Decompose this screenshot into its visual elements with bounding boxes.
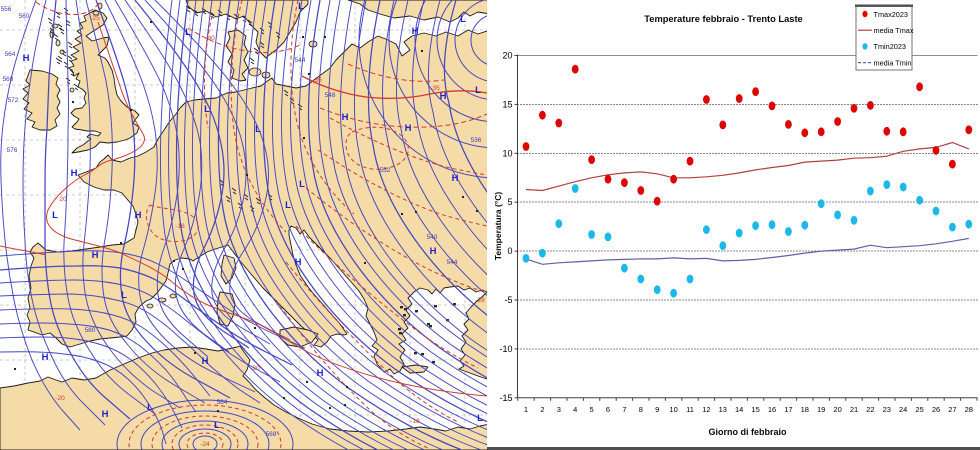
svg-text:14: 14 — [735, 405, 743, 414]
svg-text:L: L — [121, 290, 127, 301]
svg-text:-20: -20 — [55, 395, 65, 402]
svg-text:0: 0 — [507, 246, 512, 256]
svg-text:L: L — [52, 210, 58, 221]
svg-text:H: H — [440, 91, 447, 102]
svg-text:H: H — [202, 356, 209, 367]
svg-text:H: H — [295, 257, 302, 268]
svg-text:L: L — [255, 124, 261, 135]
svg-text:H: H — [342, 112, 349, 123]
svg-text:-25: -25 — [90, 15, 100, 22]
svg-text:28: 28 — [965, 405, 973, 414]
svg-text:Temperature febbraio - Trento: Temperature febbraio - Trento Laste — [644, 14, 802, 24]
svg-text:L: L — [147, 402, 153, 413]
svg-text:11: 11 — [686, 405, 694, 414]
svg-text:27: 27 — [948, 405, 956, 414]
svg-text:L: L — [298, 1, 304, 12]
svg-text:13: 13 — [719, 405, 727, 414]
svg-text:20: 20 — [59, 196, 67, 203]
svg-text:L: L — [285, 200, 291, 211]
svg-text:L: L — [475, 85, 481, 96]
svg-text:540: 540 — [427, 234, 438, 241]
svg-text:H: H — [405, 123, 412, 134]
svg-text:H: H — [23, 53, 30, 64]
svg-text:Tmax2023: Tmax2023 — [874, 10, 908, 19]
svg-text:-35: -35 — [312, 77, 322, 84]
svg-text:19: 19 — [817, 405, 825, 414]
svg-text:564: 564 — [5, 51, 16, 58]
svg-text:H: H — [42, 352, 49, 363]
svg-text:5: 5 — [507, 197, 512, 207]
svg-text:1: 1 — [524, 405, 528, 414]
svg-text:26: 26 — [932, 405, 940, 414]
svg-text:Giorno di febbraio: Giorno di febbraio — [709, 427, 788, 437]
svg-text:6: 6 — [606, 405, 610, 414]
svg-text:22: 22 — [866, 405, 874, 414]
svg-text:556: 556 — [1, 6, 12, 13]
svg-text:16: 16 — [768, 405, 776, 414]
svg-text:25: 25 — [915, 405, 923, 414]
svg-text:576: 576 — [7, 147, 18, 154]
svg-text:21: 21 — [850, 405, 858, 414]
svg-text:-28: -28 — [475, 297, 485, 304]
svg-text:L: L — [460, 14, 466, 25]
svg-text:580: 580 — [85, 327, 96, 334]
svg-text:L: L — [185, 27, 191, 38]
svg-text:23: 23 — [883, 405, 891, 414]
svg-text:H: H — [71, 168, 78, 179]
svg-text:H: H — [317, 368, 324, 379]
svg-text:20: 20 — [502, 51, 512, 61]
svg-text:10: 10 — [502, 148, 512, 158]
svg-text:H: H — [102, 409, 109, 420]
svg-text:544: 544 — [295, 57, 306, 64]
svg-text:15: 15 — [502, 99, 512, 109]
svg-text:L: L — [204, 104, 210, 115]
svg-text:H: H — [92, 250, 99, 261]
svg-text:10: 10 — [669, 405, 677, 414]
svg-text:552: 552 — [380, 167, 391, 174]
svg-text:-5: -5 — [504, 295, 512, 305]
svg-text:536: 536 — [471, 137, 482, 144]
svg-text:3: 3 — [557, 405, 561, 414]
svg-text:564: 564 — [217, 399, 228, 406]
svg-text:568: 568 — [266, 431, 277, 438]
svg-text:media Tmin: media Tmin — [874, 58, 912, 67]
svg-text:12: 12 — [702, 405, 710, 414]
svg-text:17: 17 — [784, 405, 792, 414]
svg-text:-24: -24 — [200, 441, 210, 448]
svg-text:8: 8 — [639, 405, 643, 414]
svg-text:-15: -15 — [499, 393, 512, 403]
svg-text:H: H — [452, 173, 459, 184]
svg-text:24: 24 — [899, 405, 907, 414]
svg-text:20: 20 — [833, 405, 841, 414]
svg-text:4: 4 — [573, 405, 577, 414]
svg-text:media Tmax: media Tmax — [874, 26, 914, 35]
svg-text:7: 7 — [622, 405, 626, 414]
svg-text:-30: -30 — [205, 35, 215, 42]
svg-text:-10: -10 — [499, 344, 512, 354]
svg-text:-16: -16 — [175, 223, 185, 230]
svg-text:560: 560 — [19, 13, 30, 20]
svg-text:Temperatura (°C): Temperatura (°C) — [493, 192, 503, 261]
svg-text:H: H — [412, 26, 419, 37]
svg-text:-30: -30 — [250, 365, 260, 372]
svg-text:568: 568 — [3, 76, 14, 83]
svg-text:572: 572 — [8, 97, 19, 104]
svg-text:2: 2 — [540, 405, 544, 414]
svg-text:9: 9 — [655, 405, 659, 414]
svg-text:548: 548 — [325, 92, 336, 99]
svg-text:L: L — [477, 413, 483, 424]
svg-text:15: 15 — [751, 405, 759, 414]
svg-text:Tmin2023: Tmin2023 — [874, 42, 906, 51]
svg-text:544: 544 — [447, 259, 458, 266]
svg-text:18: 18 — [801, 405, 809, 414]
svg-text:L: L — [214, 420, 220, 431]
svg-text:-18: -18 — [410, 418, 420, 425]
svg-text:5: 5 — [590, 405, 594, 414]
svg-text:-35: -35 — [430, 85, 440, 92]
svg-text:L: L — [299, 179, 305, 190]
svg-text:H: H — [135, 210, 142, 221]
svg-text:H: H — [430, 246, 437, 257]
